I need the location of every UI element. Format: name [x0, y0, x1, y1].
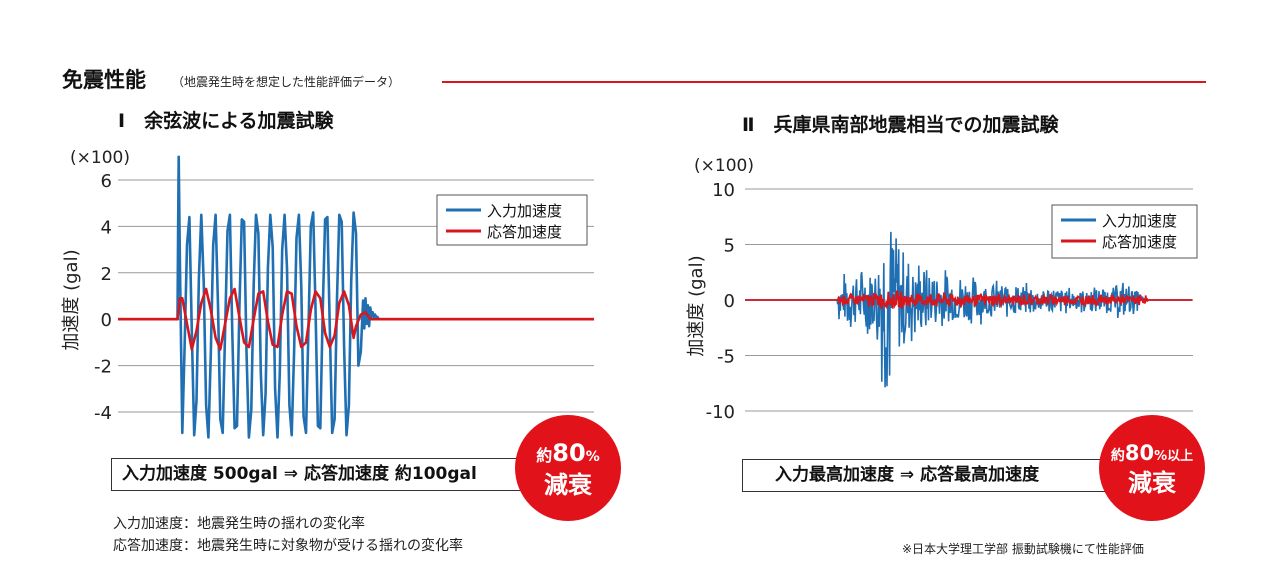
chart-1-y-axis-title: 加速度 (gal): [61, 249, 82, 350]
chart-2-legend-box: [1051, 204, 1198, 259]
badge-2-prefix: 約: [1110, 448, 1125, 464]
section-subtitle: （地震発生時を想定した性能評価データ）: [172, 75, 401, 89]
section-title: 免震性能: [62, 68, 146, 92]
chart-1-attenuation-badge: 約80% 減衰: [515, 415, 621, 521]
chart-2-y-axis-title: 加速度 (gal): [686, 255, 707, 356]
chart-2-y-tick-label: 0: [724, 291, 735, 312]
chart-1-y-tick-label: 2: [101, 264, 112, 285]
note-input-acceleration: 入力加速度：地震発生時の揺れの変化率: [113, 516, 365, 532]
chart-1-legend-label-response: 応答加速度: [487, 223, 562, 241]
chart-2-y-unit: (×100): [694, 156, 754, 176]
chart-2-legend-label-input: 入力加速度: [1102, 212, 1177, 230]
chart-2-summary: 入力最高加速度 ⇒ 応答最高加速度: [742, 459, 1122, 492]
chart-2-y-tick-label: 5: [724, 236, 735, 257]
chart-1-legend-label-input: 入力加速度: [487, 202, 562, 220]
chart-1-series-response-line: [118, 287, 594, 351]
badge-2-suffix: %以上: [1154, 449, 1194, 464]
badge-1-suffix: %: [585, 449, 600, 465]
chart-1-summary: 入力加速度 500gal ⇒ 応答加速度 約100gal: [111, 458, 521, 491]
badge-2-number: 80: [1124, 441, 1155, 465]
chart-1-y-tick-label: 4: [101, 217, 112, 238]
chart-1-title: Ⅰ 余弦波による加震試験: [118, 110, 334, 132]
note-response-acceleration: 応答加速度：地震発生時に対象物が受ける揺れの変化率: [113, 538, 463, 554]
chart-2-legend-label-response: 応答加速度: [1102, 233, 1177, 251]
chart-2-title: Ⅱ 兵庫県南部地震相当での加震試験: [742, 114, 1059, 136]
badge-1-number: 80: [552, 439, 586, 467]
test-credit: ※日本大学理工学部 振動試験機にて性能評価: [902, 542, 1144, 556]
chart-1-y-tick-label: -4: [94, 403, 112, 424]
chart-1-y-tick-label: 6: [101, 171, 112, 192]
chart-2-y-tick-label: -5: [717, 347, 735, 368]
badge-1-label: 減衰: [544, 471, 592, 499]
chart-1-y-unit: (×100): [70, 148, 130, 168]
chart-2-y-tick-label: -10: [706, 402, 735, 423]
chart-2-series-response-line: [745, 290, 1193, 310]
chart-1-y-tick-label: -2: [94, 357, 112, 378]
chart-1-legend-box: [436, 194, 588, 246]
badge-2-label: 減衰: [1128, 469, 1176, 497]
chart-2-attenuation-badge: 約80%以上 減衰: [1099, 415, 1205, 521]
badge-1-prefix: 約: [536, 446, 553, 465]
header-divider: [442, 81, 1206, 83]
chart-1-y-tick-label: 0: [101, 310, 112, 331]
chart-2-y-tick-label: 10: [712, 180, 735, 201]
